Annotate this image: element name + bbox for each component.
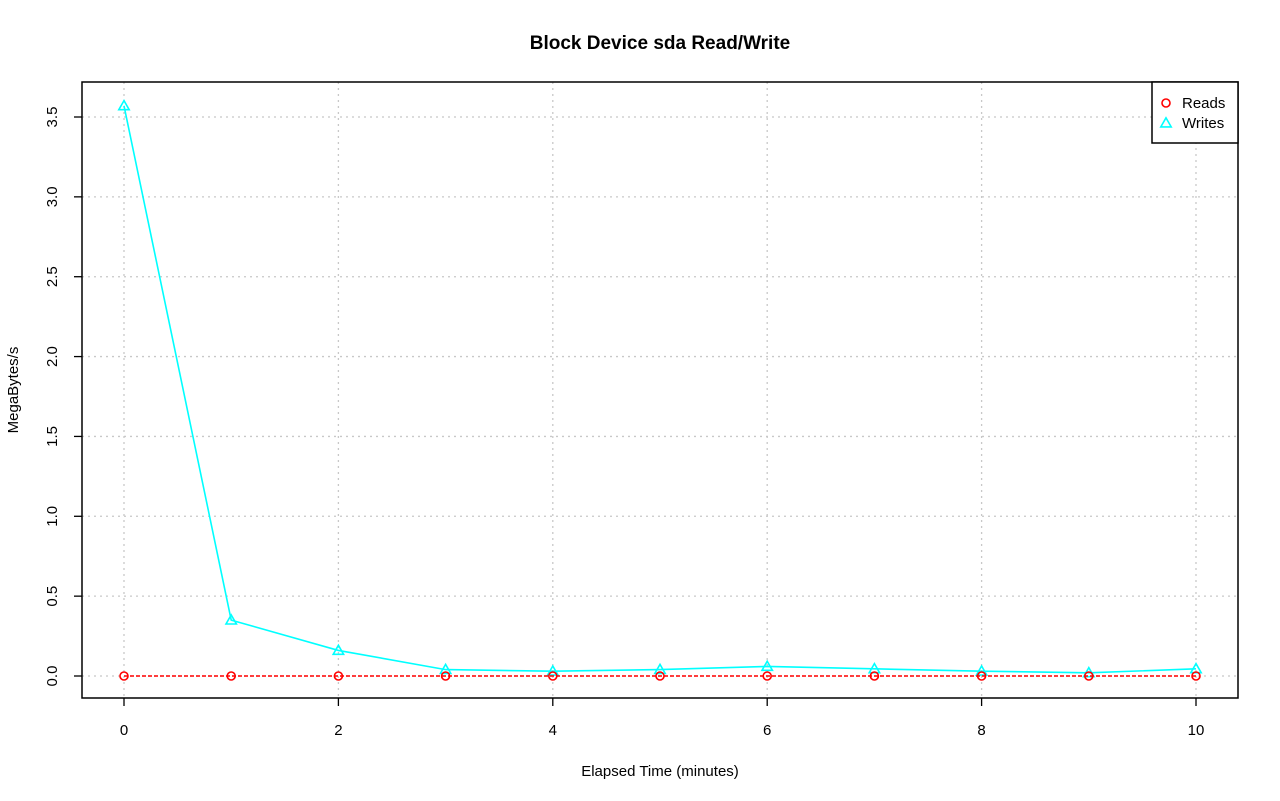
y-axis: 0.0 0.5 1.0 1.5 2.0 2.5 3.0 3.5	[44, 107, 82, 687]
x-tick-label: 4	[549, 722, 557, 739]
legend-label: Writes	[1182, 115, 1224, 132]
series-reads	[119, 671, 1201, 681]
y-tick-label: 0.0	[44, 666, 61, 687]
x-tick-label: 10	[1188, 722, 1205, 739]
data-point	[117, 99, 131, 111]
x-axis-label: Elapsed Time (minutes)	[581, 763, 739, 780]
legend-marker	[1161, 98, 1171, 108]
x-tick-label: 8	[977, 722, 985, 739]
data-point	[869, 671, 880, 681]
y-tick-label: 1.5	[44, 426, 61, 447]
plot-frame	[81, 81, 1239, 699]
x-axis: 0 2 4 6 8 10	[120, 698, 1205, 739]
y-tick-label: 3.5	[44, 107, 61, 128]
data-point	[119, 671, 129, 681]
data-point	[439, 662, 453, 675]
grid	[82, 82, 1238, 698]
legend-label: Reads	[1182, 95, 1225, 112]
data-point	[224, 613, 238, 625]
data-point	[333, 671, 344, 681]
data-point	[547, 671, 558, 681]
series-writes	[117, 99, 1203, 678]
y-tick-label: 2.5	[44, 266, 61, 287]
data-point	[546, 664, 560, 676]
series-line	[123, 105, 1197, 674]
x-tick-label: 2	[334, 722, 342, 739]
y-tick-label: 0.5	[44, 586, 61, 607]
chart-title: Block Device sda Read/Write	[530, 33, 790, 54]
data-point	[1191, 671, 1201, 681]
data-point	[226, 671, 236, 681]
data-point	[331, 643, 345, 656]
x-tick-label: 6	[763, 722, 771, 739]
legend: Reads Writes	[1151, 81, 1239, 144]
x-tick-label: 0	[120, 722, 128, 739]
legend-marker	[1159, 116, 1173, 128]
data-point	[653, 662, 667, 675]
y-tick-label: 1.0	[44, 506, 61, 527]
y-axis-label: MegaBytes/s	[5, 347, 22, 434]
legend-item-reads: Reads	[1161, 95, 1225, 112]
data-point	[440, 671, 451, 681]
data-point	[762, 671, 773, 681]
data-point	[975, 664, 989, 676]
data-point	[976, 671, 987, 681]
data-point	[655, 671, 665, 681]
data-point	[760, 659, 774, 672]
legend-box	[1151, 81, 1239, 144]
data-point	[1084, 671, 1094, 681]
legend-item-writes: Writes	[1159, 115, 1224, 132]
plot-series	[117, 99, 1203, 681]
y-tick-label: 3.0	[44, 186, 61, 207]
y-tick-label: 2.0	[44, 346, 61, 367]
